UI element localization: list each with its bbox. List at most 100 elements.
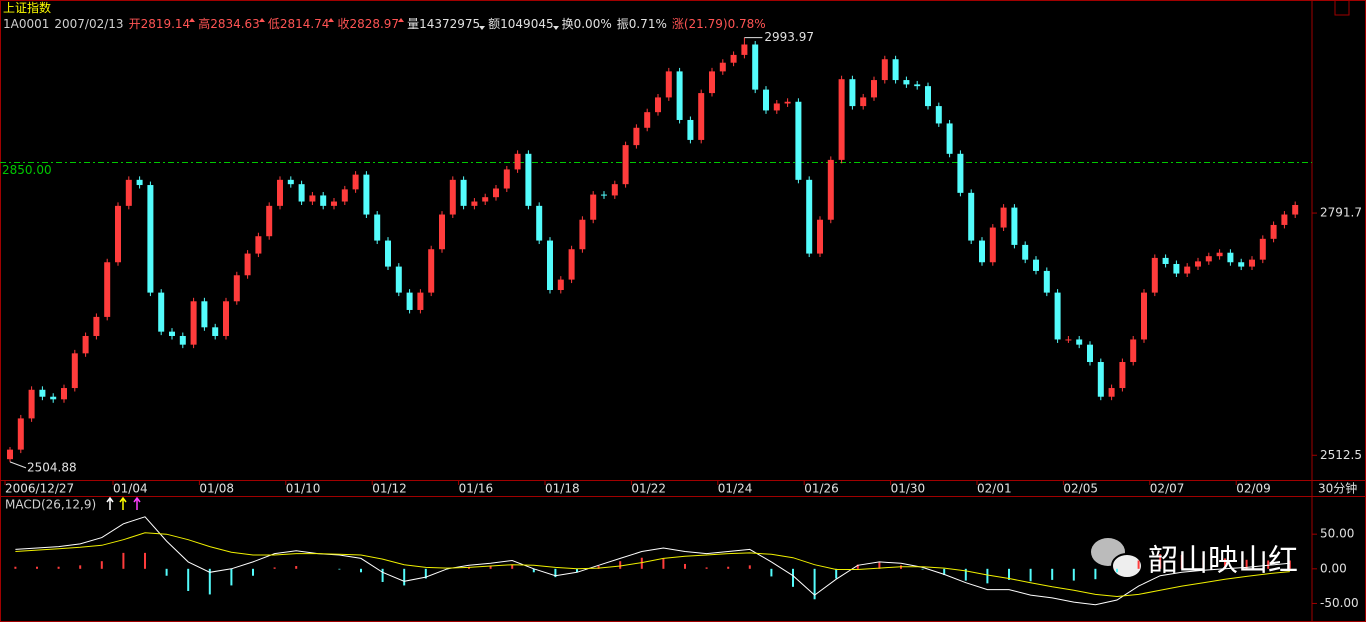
candle-body bbox=[903, 80, 910, 85]
candle-body bbox=[1000, 207, 1007, 228]
candle-body bbox=[817, 219, 823, 254]
x-tick-label: 01/08 bbox=[199, 482, 234, 496]
candle-body bbox=[860, 97, 867, 107]
candle-body bbox=[1043, 270, 1050, 293]
x-tick-label: 02/01 bbox=[977, 482, 1012, 496]
candle-body bbox=[979, 240, 985, 263]
candle-body bbox=[503, 169, 510, 189]
candle-body bbox=[212, 327, 219, 336]
candle-body bbox=[655, 97, 661, 113]
candle-body bbox=[1184, 266, 1191, 274]
candle-body bbox=[536, 205, 543, 241]
candle-body bbox=[1195, 261, 1201, 267]
candle-body bbox=[1054, 292, 1061, 340]
y-tick-label: 2512.5 bbox=[1320, 448, 1362, 462]
min-label: 2504.88 bbox=[27, 460, 77, 474]
candle-body bbox=[460, 179, 467, 206]
candle-body bbox=[784, 101, 791, 104]
candle-body bbox=[719, 62, 726, 72]
x-tick-label: 01/24 bbox=[718, 482, 753, 496]
candle-body bbox=[169, 331, 175, 336]
arrow bbox=[106, 496, 114, 510]
x-tick-label: 01/18 bbox=[545, 482, 580, 496]
candle-body bbox=[1022, 244, 1029, 260]
candle-body bbox=[838, 79, 845, 160]
candle-body bbox=[1259, 238, 1266, 260]
candle-body bbox=[1270, 224, 1277, 239]
candle-body bbox=[428, 249, 435, 293]
candle-body bbox=[449, 179, 456, 215]
x-tick-label: 01/16 bbox=[459, 482, 494, 496]
candle-body bbox=[341, 189, 348, 202]
candle-body bbox=[1173, 263, 1180, 274]
candle-body bbox=[989, 227, 996, 263]
candle-body bbox=[881, 59, 888, 81]
quote-item: 高2834.63 bbox=[198, 16, 265, 32]
candle-body bbox=[71, 353, 78, 389]
quote-arrow bbox=[258, 18, 265, 29]
candle-body bbox=[28, 389, 35, 419]
quote-arrow bbox=[328, 18, 335, 29]
candle-body bbox=[687, 119, 694, 140]
arrow bbox=[133, 496, 141, 510]
candle-body bbox=[7, 449, 13, 460]
candle-body bbox=[179, 335, 186, 345]
candle-body bbox=[1141, 292, 1147, 340]
candle-body bbox=[579, 219, 586, 250]
candle-body bbox=[309, 195, 316, 202]
candle-body bbox=[39, 389, 46, 397]
candle-body bbox=[914, 84, 921, 87]
candle-body bbox=[633, 127, 640, 146]
y-tick-label: 0.00 bbox=[1320, 561, 1347, 575]
candle-body bbox=[223, 301, 229, 336]
candle-body bbox=[1238, 262, 1245, 267]
quote-text: 量14372975 bbox=[407, 17, 481, 31]
candle-body bbox=[1162, 257, 1169, 264]
quote-item: 1A0001 bbox=[3, 16, 49, 32]
candle-body bbox=[752, 44, 759, 90]
candle-body bbox=[1227, 252, 1234, 263]
candle-body bbox=[201, 301, 208, 328]
candle-body bbox=[1076, 339, 1083, 345]
candle-body bbox=[93, 316, 100, 336]
candle-body bbox=[255, 236, 262, 254]
bubble bbox=[1111, 553, 1143, 579]
candles bbox=[7, 37, 1299, 462]
candle-body bbox=[50, 396, 57, 400]
candle-body bbox=[1119, 362, 1126, 389]
x-tick-label: 01/30 bbox=[891, 482, 926, 496]
quote-text: 开2819.14 bbox=[128, 17, 191, 31]
quote-text: 收2828.97 bbox=[337, 17, 400, 31]
candle-body bbox=[601, 194, 607, 196]
candle-body bbox=[136, 179, 143, 186]
candle-body bbox=[514, 153, 521, 170]
candle-body bbox=[61, 388, 67, 400]
candle-body bbox=[277, 179, 283, 206]
candle-body bbox=[1292, 204, 1299, 215]
quote-text: 额1049045 bbox=[488, 17, 554, 31]
candle-body bbox=[892, 59, 899, 81]
watermark: 韶山映山红 bbox=[1148, 544, 1298, 579]
candle-body bbox=[439, 214, 445, 250]
candle-body bbox=[104, 262, 111, 317]
x-tick-label: 01/04 bbox=[113, 482, 148, 496]
candle-body bbox=[665, 71, 672, 98]
x-tick-label: 01/10 bbox=[286, 482, 321, 496]
y-tick-label: 2791.7 bbox=[1320, 206, 1362, 220]
quote-item: 换0.00% bbox=[562, 16, 612, 32]
candle-body bbox=[557, 279, 564, 291]
candle-body bbox=[730, 54, 737, 63]
candle-body bbox=[590, 194, 597, 220]
candle-body bbox=[773, 103, 780, 111]
candle-body bbox=[1205, 256, 1212, 262]
candle-body bbox=[611, 184, 618, 196]
candle-body bbox=[374, 214, 381, 241]
candle-body bbox=[1130, 339, 1137, 363]
wechat-icon bbox=[1091, 538, 1143, 579]
candle-body bbox=[82, 335, 89, 354]
y-tick-label: 50.00 bbox=[1320, 527, 1354, 541]
quote-arrow bbox=[479, 19, 486, 30]
quote-item: 额1049045 bbox=[488, 16, 559, 32]
header-title: 上证指数 bbox=[3, 1, 52, 15]
